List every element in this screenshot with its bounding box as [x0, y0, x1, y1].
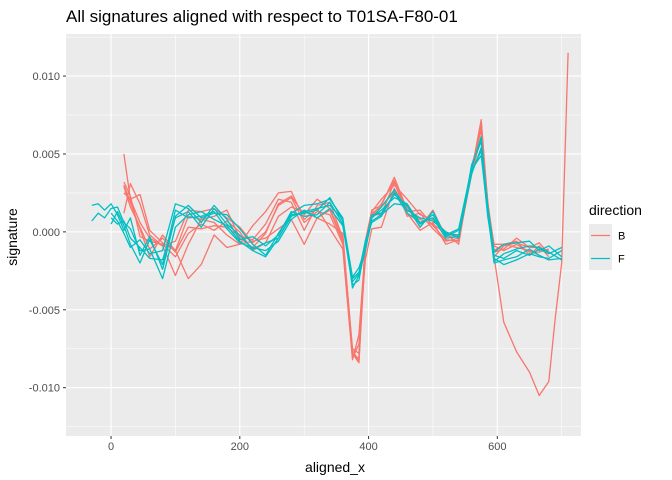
chart-title: All signatures aligned with respect to T…	[66, 7, 458, 26]
grid-minor	[66, 34, 581, 436]
y-tick-label: 0.000	[32, 227, 60, 239]
y-tick-label: -0.010	[29, 383, 60, 395]
y-axis: -0.010 -0.005 0.000 0.005 0.010	[29, 71, 66, 395]
series-line-B	[123, 129, 549, 362]
legend-label: F	[618, 254, 625, 266]
grid-major	[66, 34, 581, 436]
legend-label: B	[618, 231, 625, 243]
x-axis: 0 200 400 600	[108, 436, 506, 453]
y-axis-title: signature	[4, 208, 20, 266]
x-axis-title: aligned_x	[305, 459, 365, 475]
x-tick-label: 200	[231, 441, 249, 453]
series-layer	[91, 52, 569, 397]
x-tick-label: 0	[108, 441, 114, 453]
legend: direction BF	[589, 202, 642, 270]
plot-panel	[66, 34, 581, 436]
y-tick-label: 0.010	[32, 71, 60, 83]
y-tick-label: 0.005	[32, 149, 60, 161]
y-tick-label: -0.005	[29, 305, 60, 317]
legend-title: direction	[589, 202, 642, 218]
x-tick-label: 400	[359, 441, 377, 453]
x-tick-label: 600	[488, 441, 506, 453]
legend-items: BF	[589, 224, 625, 270]
series-line-F	[110, 154, 562, 280]
